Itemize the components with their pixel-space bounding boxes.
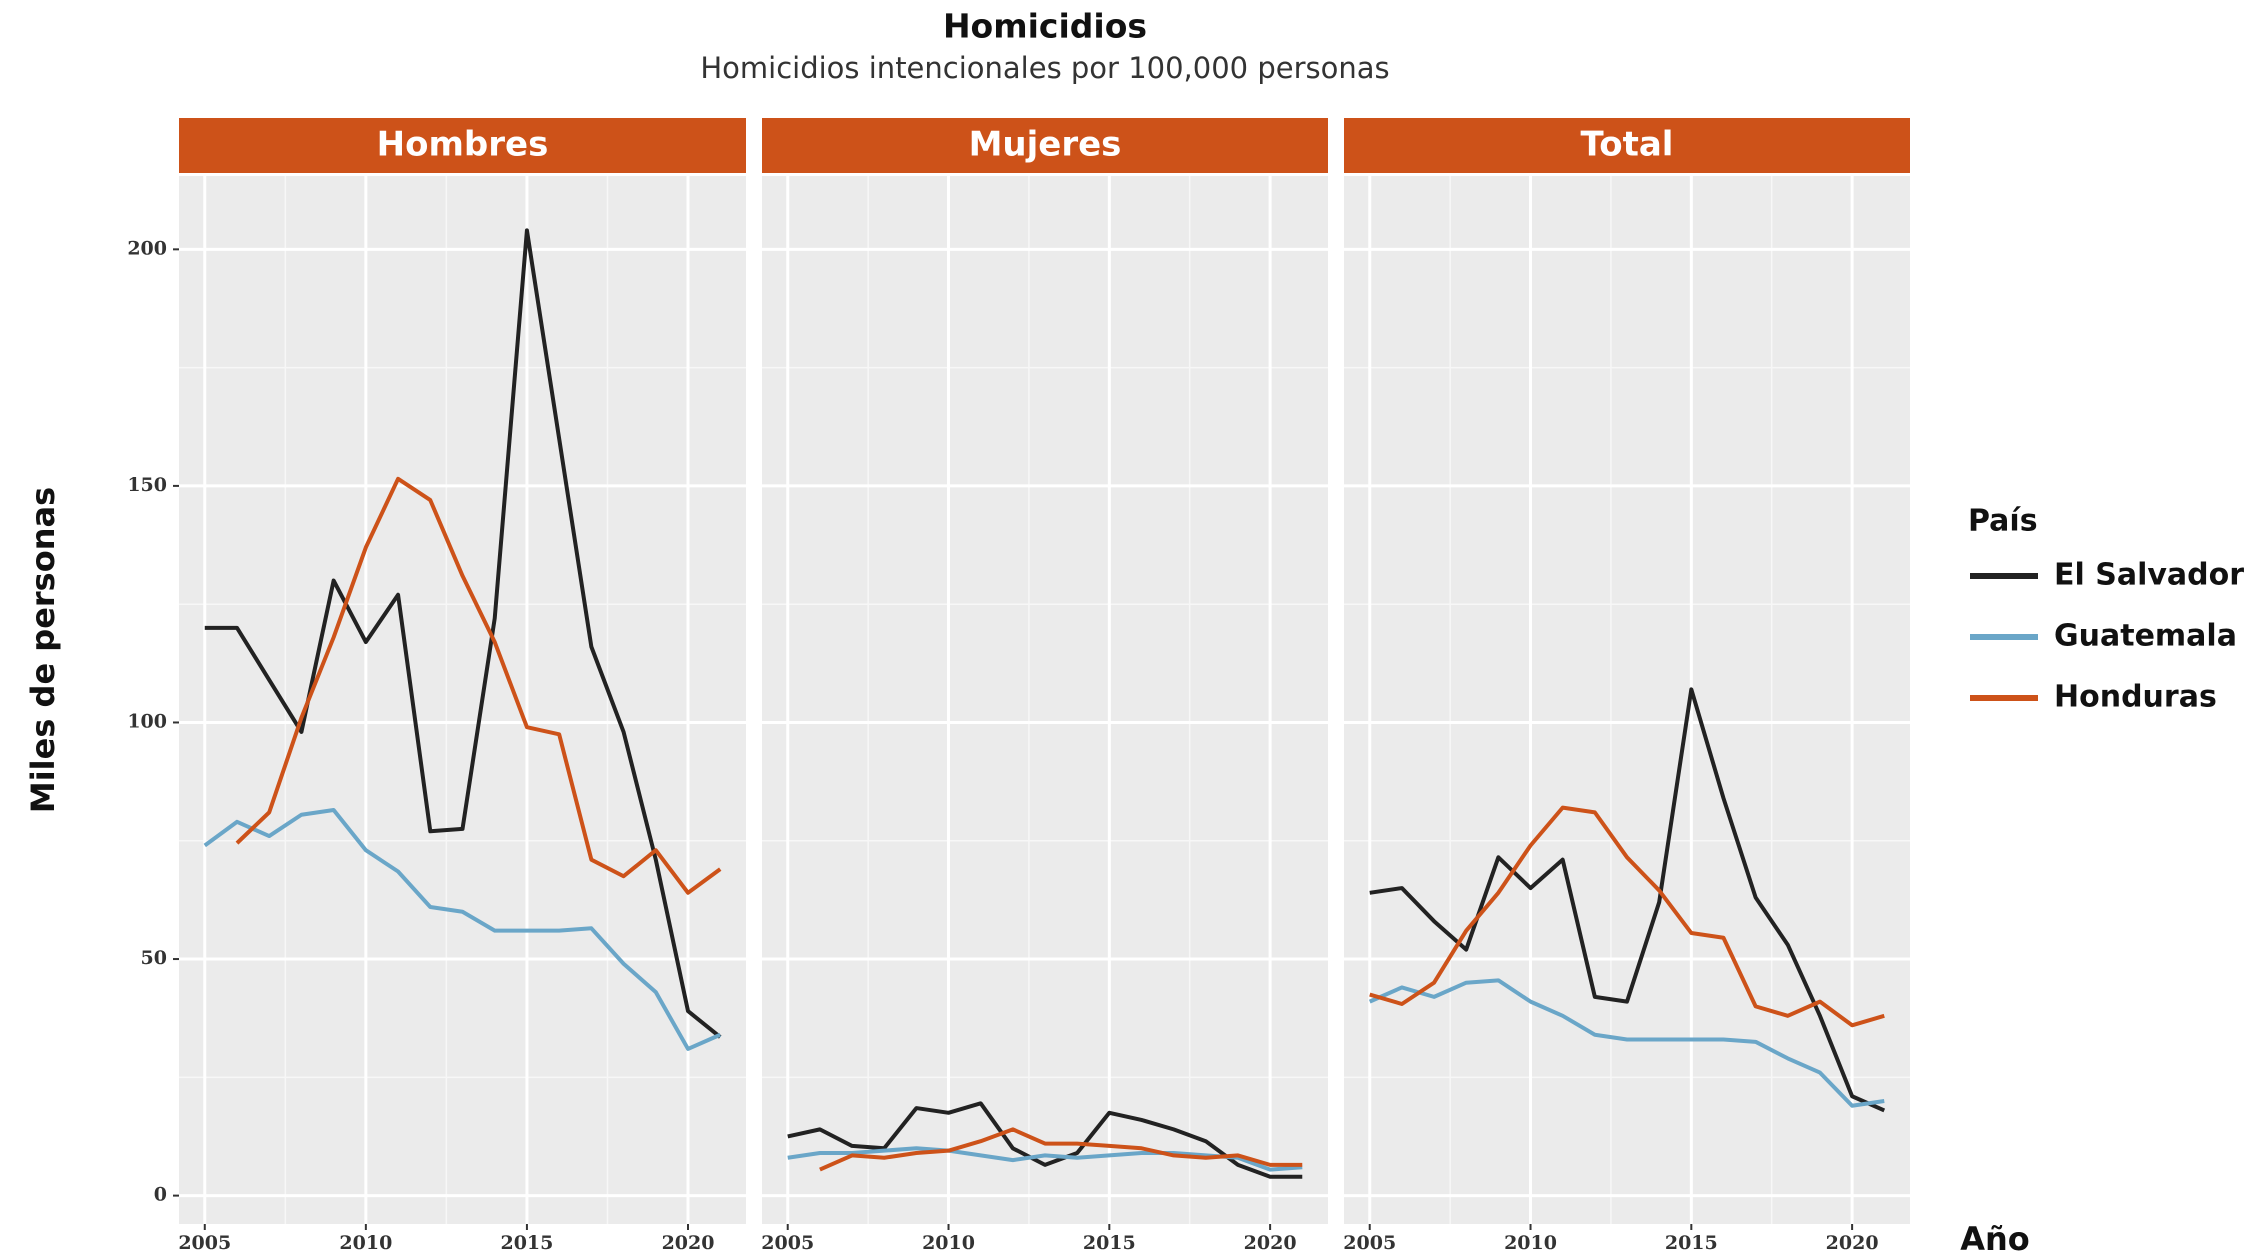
facet-title: Total: [1581, 125, 1674, 165]
x-tick-label: 2005: [178, 1232, 231, 1254]
x-tick-label: 2005: [1343, 1232, 1396, 1254]
x-tick-label: 2010: [339, 1232, 392, 1254]
series-line: [819, 1127, 1303, 1172]
y-tick-label: 0: [154, 1184, 167, 1206]
series-line: [1369, 687, 1886, 1113]
panel-background: [179, 176, 746, 1224]
x-tick-label: 2010: [1504, 1232, 1557, 1254]
series-line: [1368, 978, 1885, 1108]
x-axis-label: Año: [1960, 1220, 2030, 1258]
legend-title: País: [1968, 504, 2038, 539]
series-line: [203, 808, 722, 1051]
facet-strip: [762, 118, 1328, 173]
series-line: [1369, 805, 1885, 1028]
y-tick-label: 100: [127, 710, 167, 732]
facet-strip: [179, 118, 746, 173]
y-tick-label: 50: [141, 947, 167, 969]
x-tick-label: 2015: [500, 1232, 553, 1254]
legend-label: El Salvador: [2054, 558, 2244, 593]
y-tick-label: 150: [127, 474, 167, 496]
facet-title: Mujeres: [969, 125, 1122, 165]
series-line: [787, 1101, 1303, 1179]
chart-title: Homicidios: [943, 7, 1147, 46]
x-tick-label: 2020: [1244, 1232, 1297, 1254]
series-line: [204, 228, 722, 1039]
chart-subtitle: Homicidios intencionales por 100,000 per…: [700, 51, 1389, 85]
x-tick-label: 2020: [1826, 1232, 1879, 1254]
facet-strip: [1344, 118, 1910, 173]
y-axis-label: Miles de personas: [24, 487, 62, 813]
x-tick-label: 2015: [1083, 1232, 1136, 1254]
x-tick-label: 2010: [922, 1232, 975, 1254]
legend-label: Guatemala: [2054, 619, 2237, 654]
x-tick-label: 2005: [761, 1232, 814, 1254]
x-tick-label: 2020: [662, 1232, 715, 1254]
legend-label: Honduras: [2054, 680, 2217, 715]
panel-background: [762, 176, 1328, 1224]
panel-background: [1344, 176, 1910, 1224]
y-tick-label: 200: [127, 237, 167, 259]
facet-title: Hombres: [377, 125, 549, 165]
x-tick-label: 2015: [1665, 1232, 1718, 1254]
series-line: [235, 476, 722, 895]
